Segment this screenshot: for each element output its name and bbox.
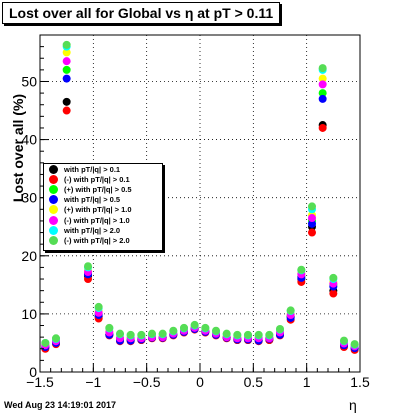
data-point <box>169 326 178 335</box>
data-point <box>126 330 135 339</box>
data-point <box>297 265 306 274</box>
legend-entry: (+) with pT/|q| > 1.0 <box>44 205 162 215</box>
data-point <box>340 336 348 345</box>
legend-marker-icon <box>49 184 58 194</box>
data-point <box>329 273 338 282</box>
data-point <box>84 262 92 271</box>
legend-marker-icon <box>49 164 58 174</box>
legend-marker-icon <box>49 235 58 245</box>
x-tick-label: 1.5 <box>350 374 370 390</box>
data-point <box>62 57 71 66</box>
data-point <box>105 323 114 332</box>
legend-label: (+) with pT/|q| > 0.5 <box>64 184 132 194</box>
y-tick-label: 10 <box>21 306 37 322</box>
legend-entry: with pT/|q| > 0.1 <box>44 164 162 174</box>
y-tick-label: 0 <box>29 364 37 380</box>
legend-label: with pT/|q| > 0.5 <box>64 195 121 205</box>
x-tick-label: −1.5 <box>26 374 54 390</box>
legend-label: (-) with pT/|q| > 1.0 <box>64 215 130 225</box>
data-point <box>158 329 167 338</box>
data-point <box>318 123 327 132</box>
data-point <box>318 64 327 73</box>
legend-marker-icon <box>49 174 58 184</box>
legend-entry: with pT/|q| > 2.0 <box>44 225 162 235</box>
legend-label: with pT/|q| > 2.0 <box>64 225 121 235</box>
legend-label: with pT/|q| > 0.1 <box>64 164 121 174</box>
x-axis-label: η <box>349 397 357 413</box>
legend-label: (+) with pT/|q| > 1.0 <box>64 205 132 215</box>
y-tick-label: 30 <box>21 190 37 206</box>
legend-marker-icon <box>49 225 58 235</box>
data-point <box>52 334 60 343</box>
y-tick-label: 50 <box>21 73 37 89</box>
data-point <box>329 289 338 298</box>
data-point <box>254 330 263 339</box>
legend-entry: (-) with pT/|q| > 1.0 <box>44 215 162 225</box>
data-point <box>222 329 231 338</box>
legend-marker-icon <box>49 215 58 225</box>
legend-entry: with pT/|q| > 0.5 <box>44 195 162 205</box>
y-tick-label: 40 <box>21 132 37 148</box>
legend-label: (-) with pT/|q| > 0.1 <box>64 174 130 184</box>
data-point <box>286 306 295 315</box>
x-tick-label: 0.5 <box>244 374 264 390</box>
data-point <box>308 219 316 228</box>
x-tick-label: 0 <box>196 374 204 390</box>
data-point <box>62 106 71 115</box>
data-point <box>308 214 316 223</box>
axis-ticks: −1.5 −1 −0.5 0 0.5 1 1.5 0 10 20 30 40 50 <box>21 34 370 390</box>
data-point <box>116 329 124 338</box>
data-point <box>318 80 327 89</box>
data-point <box>265 330 274 339</box>
data-point <box>41 338 50 347</box>
data-point <box>62 40 71 49</box>
data-point <box>94 302 103 311</box>
data-point <box>62 74 71 83</box>
data-point <box>62 97 71 106</box>
data-point <box>62 48 71 57</box>
legend-entry: (-) with pT/|q| > 2.0 <box>44 235 162 245</box>
data-point <box>137 330 146 339</box>
data-point <box>244 330 252 339</box>
data-point <box>62 65 71 74</box>
y-tick-label: 20 <box>21 248 37 264</box>
x-tick-label: −1 <box>85 374 101 390</box>
data-point <box>350 340 359 349</box>
legend-label: (-) with pT/|q| > 2.0 <box>64 235 130 245</box>
footer-timestamp: Wed Aug 23 14:19:01 2017 <box>4 400 117 410</box>
data-point <box>190 320 199 329</box>
y-axis-label: Lost over all (%) <box>10 93 26 203</box>
data-point <box>180 323 188 332</box>
data-point <box>233 330 242 339</box>
legend: with pT/|q| > 0.1 (-) with pT/|q| > 0.1 (+… <box>43 163 163 251</box>
chart-title: Lost over all for Global vs η at pT > 0.… <box>2 2 281 24</box>
data-point <box>308 228 316 237</box>
data-point <box>212 326 220 335</box>
legend-entry: (+) with pT/|q| > 0.5 <box>44 184 162 194</box>
data-point <box>201 323 210 332</box>
legend-entry: (-) with pT/|q| > 0.1 <box>44 174 162 184</box>
legend-marker-icon <box>49 195 58 205</box>
data-point <box>318 74 327 83</box>
x-tick-label: 1 <box>303 374 311 390</box>
data-point <box>276 325 284 334</box>
data-series <box>41 40 359 354</box>
legend-marker-icon <box>49 205 58 215</box>
data-point <box>318 89 327 98</box>
data-point <box>148 329 156 338</box>
x-tick-label: −0.5 <box>133 374 161 390</box>
data-point <box>318 94 327 103</box>
data-point <box>308 202 316 211</box>
